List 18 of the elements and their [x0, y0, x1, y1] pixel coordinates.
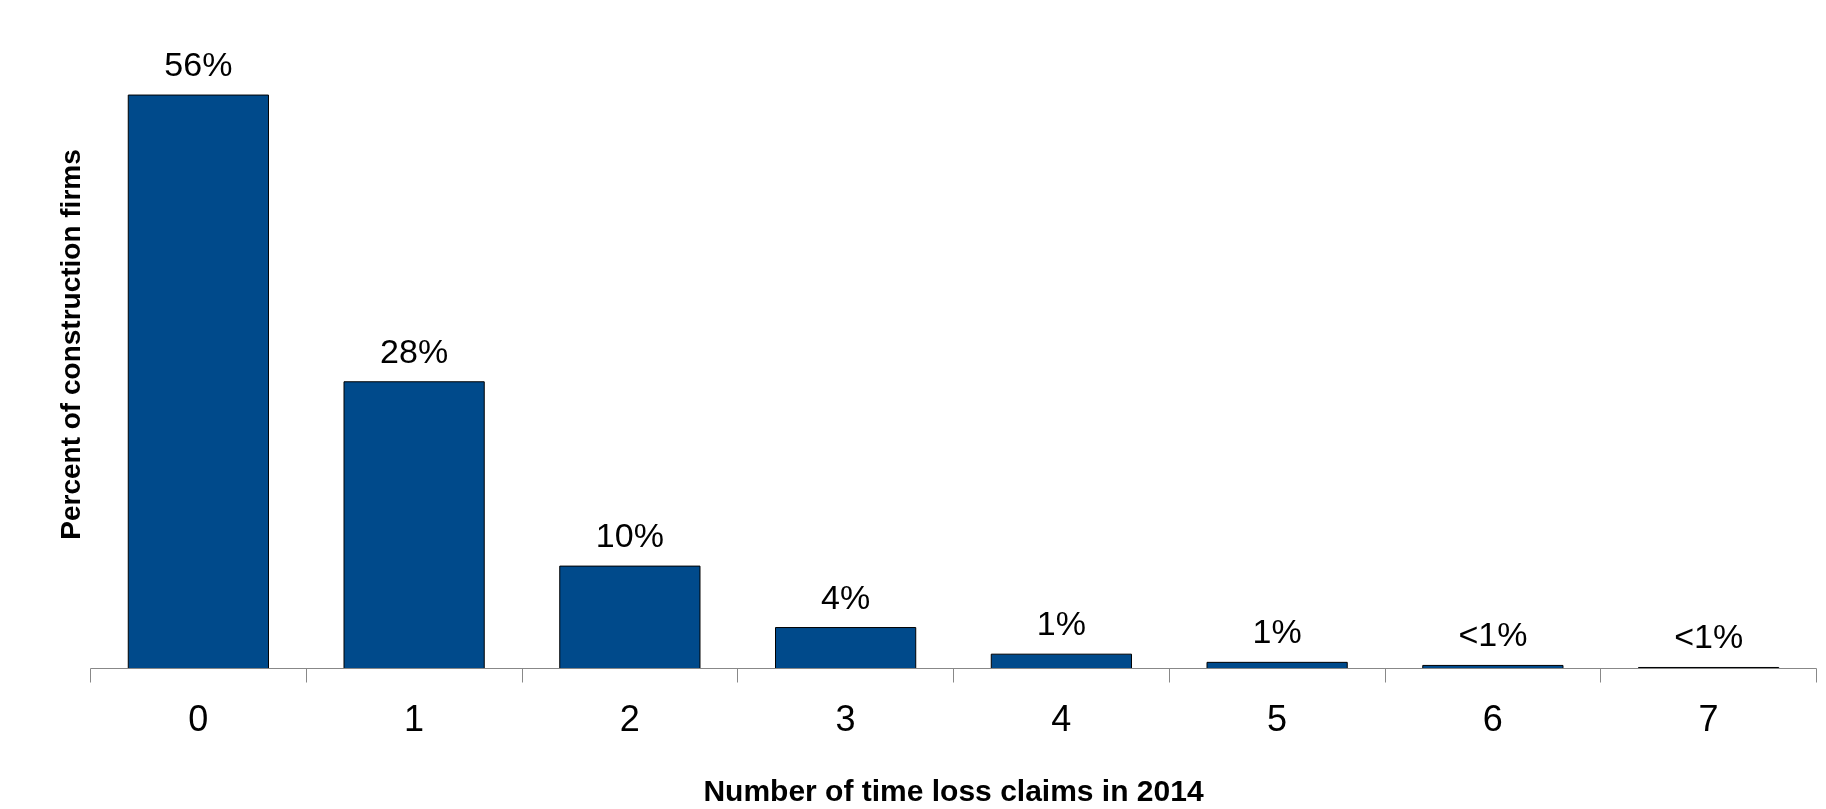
data-label: <1%: [1458, 615, 1528, 654]
y-axis-title: Percent of construction firms: [54, 149, 86, 540]
x-tick-label: 7: [1698, 697, 1719, 739]
data-label: 1%: [1252, 612, 1302, 651]
x-tick-label: 1: [404, 697, 425, 739]
x-tick-label: 2: [619, 697, 640, 739]
x-tick-label: 3: [835, 697, 856, 739]
x-tick-label: 0: [188, 697, 209, 739]
x-tick-label: 5: [1267, 697, 1288, 739]
x-tick-label: 6: [1482, 697, 1503, 739]
data-label: 28%: [380, 331, 449, 370]
data-label: 10%: [595, 516, 664, 555]
data-label: 56%: [164, 45, 233, 84]
x-axis-title: Number of time loss claims in 2014: [703, 773, 1204, 807]
data-label: <1%: [1674, 617, 1744, 656]
x-tick-label: 4: [1051, 697, 1072, 739]
data-label: 4%: [821, 577, 871, 616]
data-label: 1%: [1036, 604, 1086, 643]
